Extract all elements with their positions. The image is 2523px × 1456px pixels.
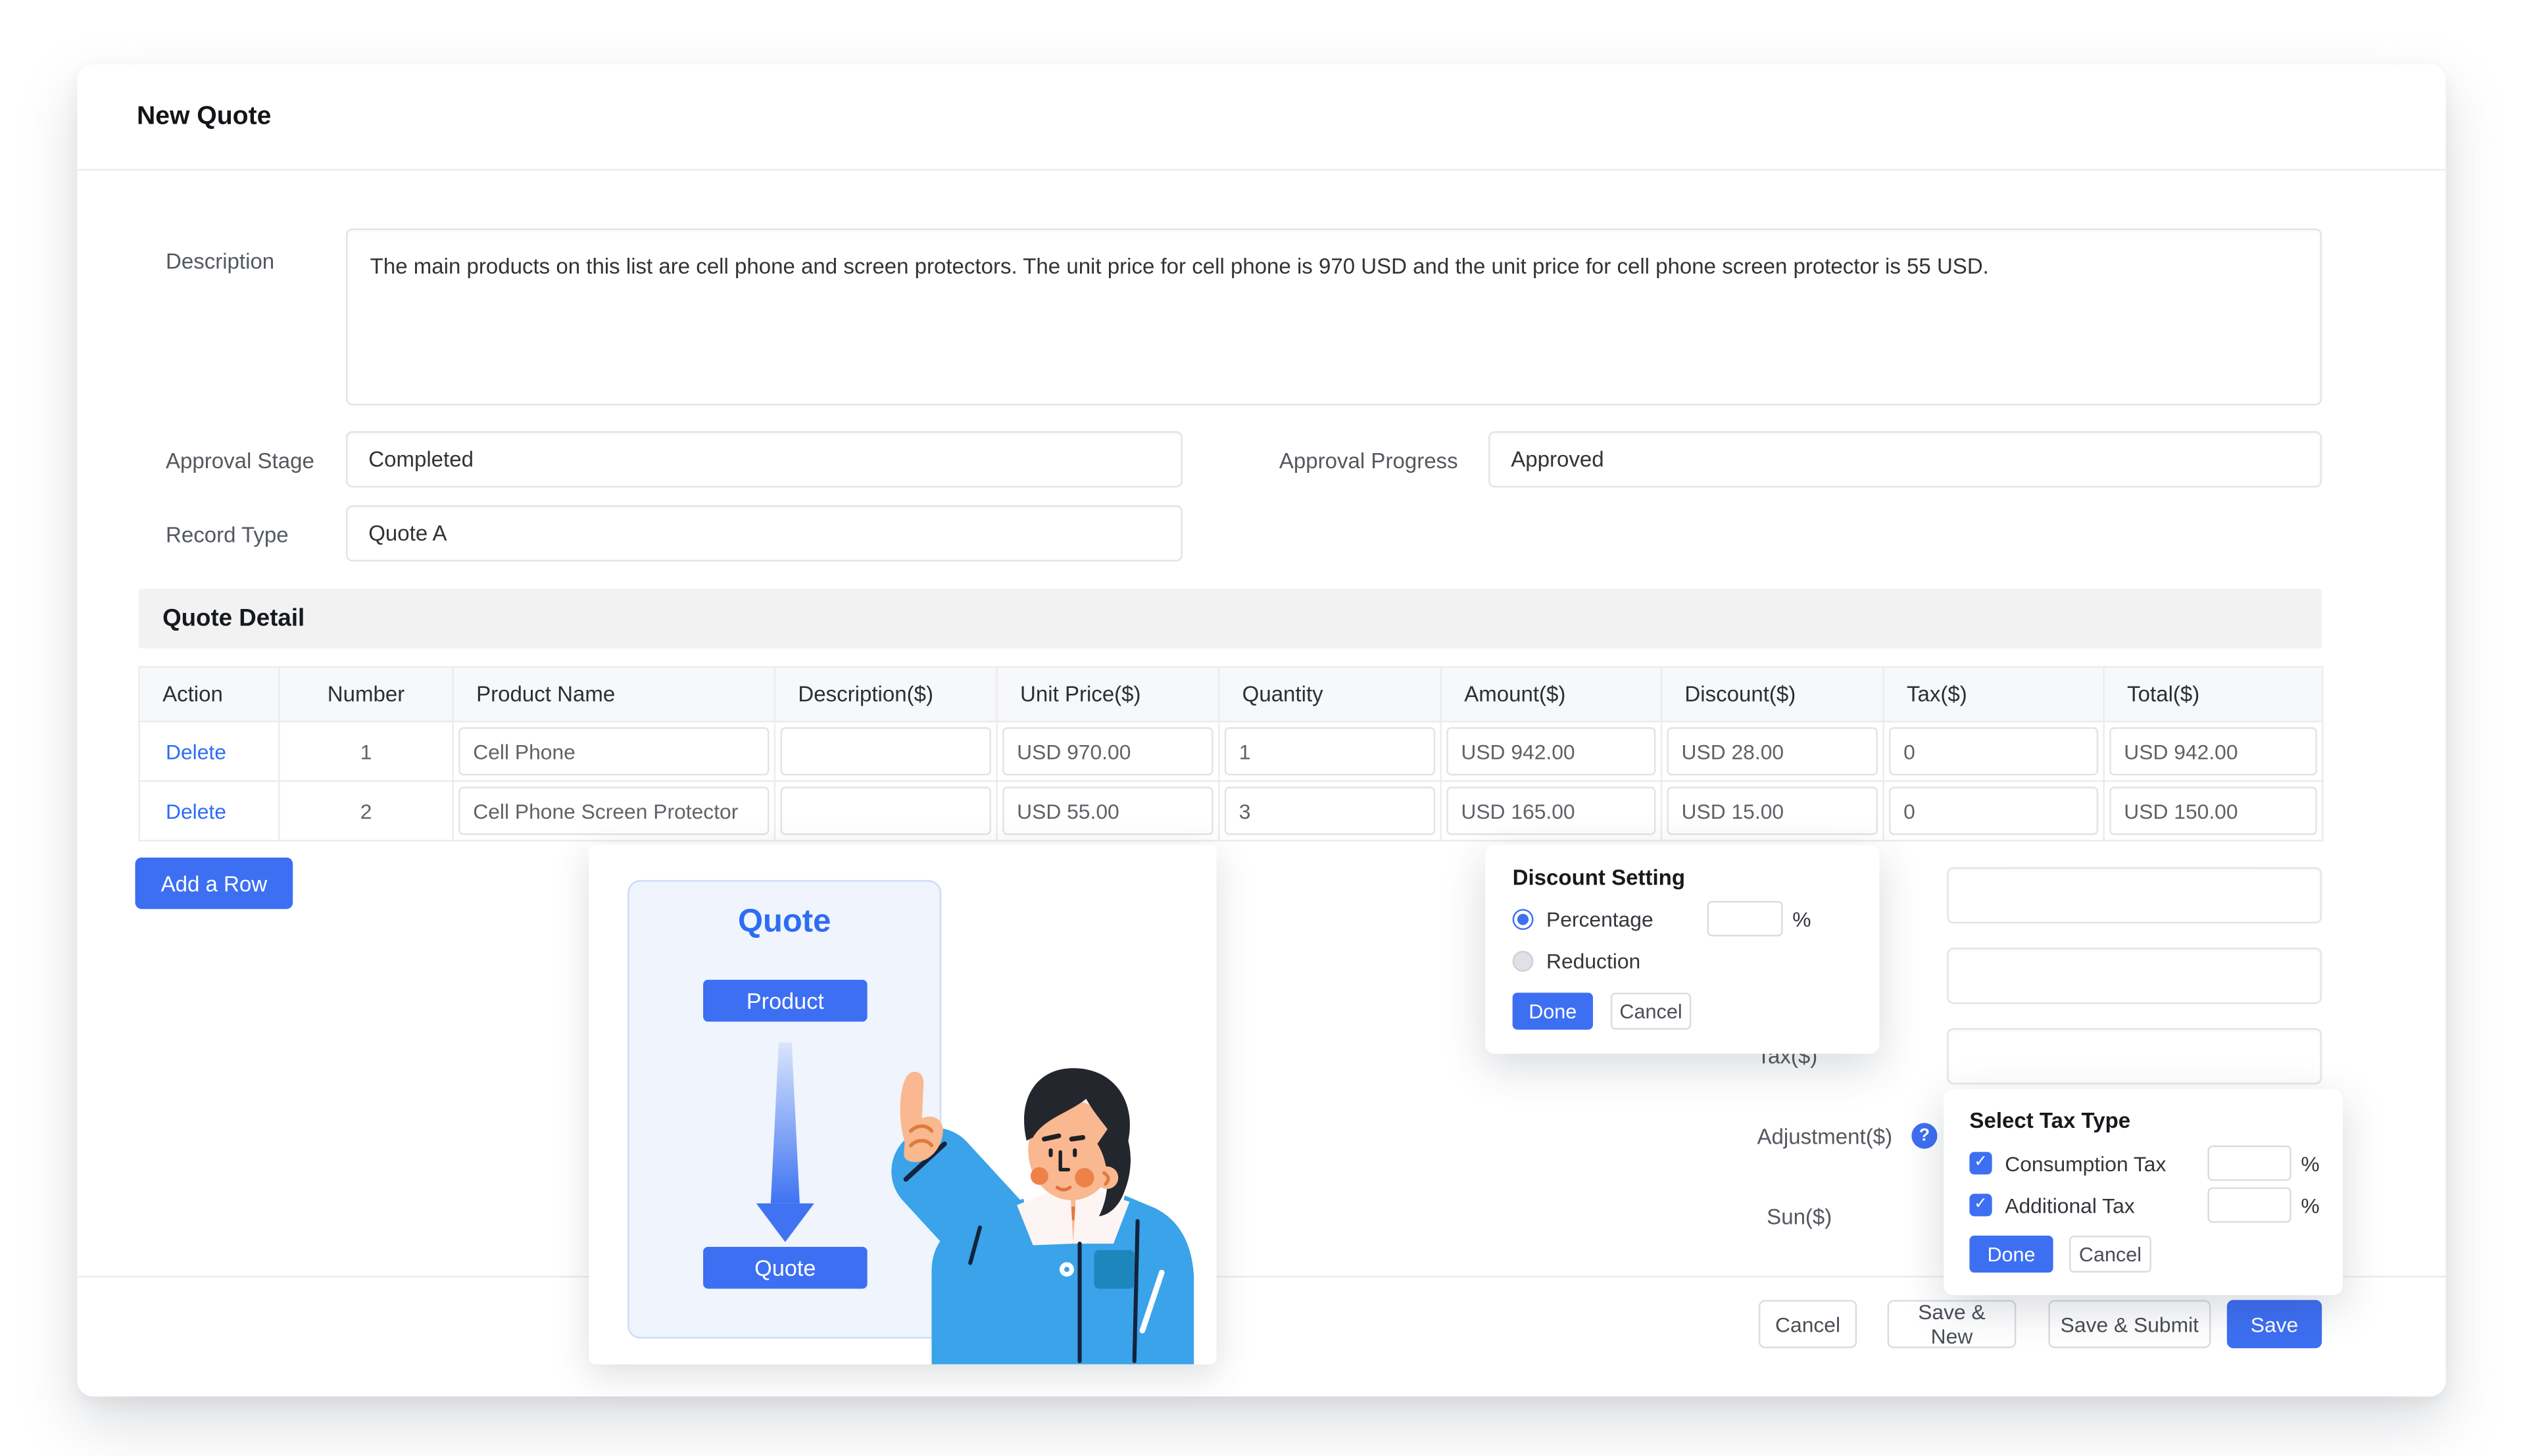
additional-tax-label: Additional Tax <box>2005 1194 2135 1218</box>
tax-cell[interactable]: 0 <box>1889 787 2099 835</box>
product-name-cell[interactable]: Cell Phone Screen Protector <box>458 787 770 835</box>
discount-percent-input[interactable] <box>1707 900 1783 936</box>
reduction-radio[interactable] <box>1512 950 1534 972</box>
amount-cell[interactable]: USD 942.00 <box>1446 727 1656 776</box>
record-type-label: Record Type <box>165 523 289 547</box>
col-header-unit-price: Unit Price($) <box>996 666 1220 723</box>
approval-progress-label: Approval Progress <box>1279 449 1458 473</box>
select-tax-type-popup: Select Tax Type Consumption Tax % Additi… <box>1944 1089 2343 1296</box>
approval-progress-input[interactable] <box>1488 431 2322 488</box>
quantity-cell[interactable]: 1 <box>1224 727 1436 776</box>
quote-detail-section-title: Quote Detail <box>138 589 2322 648</box>
cancel-button[interactable]: Cancel <box>1758 1299 1857 1349</box>
percentage-radio-label: Percentage <box>1546 907 1653 932</box>
discount-done-button[interactable]: Done <box>1512 992 1593 1030</box>
additional-tax-percent-input[interactable] <box>2207 1187 2291 1223</box>
delete-row-link[interactable]: Delete <box>165 739 226 764</box>
approval-stage-input[interactable] <box>345 431 1183 488</box>
tax-done-button[interactable]: Done <box>1969 1235 2053 1273</box>
percentage-radio[interactable] <box>1512 909 1534 931</box>
tax-cancel-button[interactable]: Cancel <box>2069 1235 2151 1273</box>
col-header-discount: Discount($) <box>1660 666 1884 723</box>
flow-product-box: Product <box>703 979 868 1022</box>
tax-cell[interactable]: 0 <box>1889 727 2099 776</box>
save-and-new-button[interactable]: Save & New <box>1887 1299 2017 1349</box>
help-icon[interactable]: ? <box>1911 1123 1938 1149</box>
sun-label: Sun($) <box>1767 1205 1832 1230</box>
flow-panel-title: Quote <box>737 904 831 940</box>
col-header-quantity: Quantity <box>1217 666 1442 723</box>
col-header-description: Description($) <box>773 666 998 723</box>
consumption-tax-percent-suffix: % <box>2301 1152 2320 1177</box>
tax-popup-title: Select Tax Type <box>1969 1108 2131 1133</box>
consumption-tax-percent-input[interactable] <box>2207 1145 2291 1181</box>
discount-cancel-button[interactable]: Cancel <box>1610 992 1692 1030</box>
col-header-action: Action <box>138 666 280 723</box>
total-cell[interactable]: USD 150.00 <box>2109 787 2317 835</box>
col-header-tax: Tax($) <box>1882 666 2105 723</box>
discount-cell[interactable]: USD 15.00 <box>1667 787 1878 835</box>
description-label: Description <box>165 249 275 274</box>
table-header-row: Action Number Product Name Description($… <box>138 666 2324 723</box>
col-header-total: Total($) <box>2103 666 2324 723</box>
unit-price-cell[interactable]: USD 55.00 <box>1002 787 1213 835</box>
save-and-submit-button[interactable]: Save & Submit <box>2048 1299 2211 1349</box>
description-cell[interactable] <box>780 787 991 835</box>
quote-detail-table: Action Number Product Name Description($… <box>138 666 2324 842</box>
footer-divider <box>77 1276 2446 1278</box>
quote-flow-panel: Quote Product Quote <box>627 880 942 1339</box>
discount-popup-title: Discount Setting <box>1512 865 1686 890</box>
description-cell[interactable] <box>780 727 991 776</box>
down-arrow-icon <box>756 1042 814 1242</box>
flow-quote-box: Quote <box>703 1246 868 1289</box>
col-header-number: Number <box>278 666 454 723</box>
table-row: Delete 1 Cell Phone USD 970.00 1 USD 942… <box>138 720 2324 782</box>
additional-tax-percent-suffix: % <box>2301 1194 2320 1218</box>
consumption-tax-checkbox[interactable] <box>1969 1152 1992 1175</box>
approval-stage-label: Approval Stage <box>165 449 314 473</box>
tax-total-input[interactable] <box>1947 1028 2322 1084</box>
unit-price-cell[interactable]: USD 970.00 <box>1002 727 1213 776</box>
quantity-cell[interactable]: 3 <box>1224 787 1436 835</box>
discount-cell[interactable]: USD 28.00 <box>1667 727 1878 776</box>
discount-percent-suffix: % <box>1792 907 1811 932</box>
delete-row-link[interactable]: Delete <box>165 798 226 823</box>
total-cell[interactable]: USD 942.00 <box>2109 727 2317 776</box>
amount-cell[interactable]: USD 165.00 <box>1446 787 1656 835</box>
save-button[interactable]: Save <box>2226 1299 2322 1349</box>
description-textarea[interactable]: The main products on this list are cell … <box>345 228 2322 406</box>
summary-input-1[interactable] <box>1947 867 2322 924</box>
consumption-tax-label: Consumption Tax <box>2005 1152 2167 1177</box>
table-row: Delete 2 Cell Phone Screen Protector USD… <box>138 780 2324 842</box>
new-quote-card: New Quote Description The main products … <box>77 64 2446 1397</box>
summary-input-2[interactable] <box>1947 947 2322 1004</box>
col-header-amount: Amount($) <box>1440 666 1663 723</box>
discount-setting-popup: Discount Setting Percentage % Reduction … <box>1485 844 1880 1054</box>
row-number: 1 <box>278 720 454 782</box>
page-title: New Quote <box>136 102 272 130</box>
reduction-radio-label: Reduction <box>1546 949 1641 974</box>
adjustment-label: Adjustment($) <box>1757 1125 1893 1149</box>
add-a-row-button[interactable]: Add a Row <box>135 857 293 910</box>
quote-tutorial-illustration-card: Quote Product Quote <box>589 844 1217 1365</box>
product-name-cell[interactable]: Cell Phone <box>458 727 770 776</box>
col-header-product-name: Product Name <box>452 666 776 723</box>
card-header: New Quote <box>77 64 2446 171</box>
additional-tax-checkbox[interactable] <box>1969 1194 1992 1217</box>
record-type-input[interactable] <box>345 505 1183 562</box>
row-number: 2 <box>278 780 454 842</box>
